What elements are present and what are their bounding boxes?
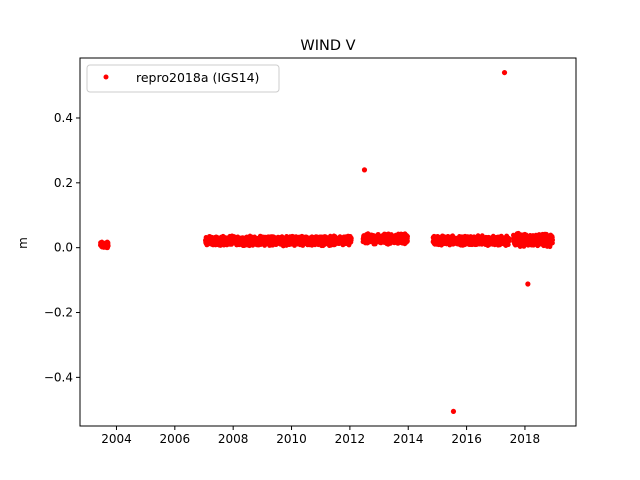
y-tick-label: −0.2 [44,306,73,320]
data-point [405,233,410,239]
y-tick-label: 0.4 [54,111,73,125]
plot-area-frame [79,57,577,427]
y-tick-label: 0.2 [54,176,73,190]
outlier-point [501,69,508,76]
x-tick-label: 2014 [393,432,424,446]
outlier-point [450,408,457,415]
x-tick-label: 2006 [160,432,191,446]
data-point [550,237,555,243]
x-tick-label: 2012 [335,432,366,446]
y-tick-label: −0.4 [44,370,73,384]
outlier-point [361,167,368,173]
data-point [105,243,111,249]
x-tick-label: 2004 [101,432,132,446]
chart-title: WIND V [300,38,355,54]
x-tick-label: 2018 [510,432,541,446]
legend-marker [103,74,109,80]
data-point [405,238,410,244]
x-tick-label: 2008 [218,432,249,446]
data-point [348,235,354,241]
legend-box [86,64,280,93]
data-points [98,69,555,415]
legend: repro2018a (IGS14) [86,64,280,93]
data-point [506,238,512,244]
y-axis-label: m [16,237,30,249]
outlier-point [525,281,531,287]
axis-ticks: 2004 2006 2008 2010 2012 2014 2016 2018 −0.4 −0.2… [44,111,540,446]
y-tick-label: 0.0 [54,241,73,255]
x-tick-label: 2016 [451,432,482,446]
x-tick-label: 2010 [276,432,307,446]
legend-label: repro2018a (IGS14) [136,70,259,85]
